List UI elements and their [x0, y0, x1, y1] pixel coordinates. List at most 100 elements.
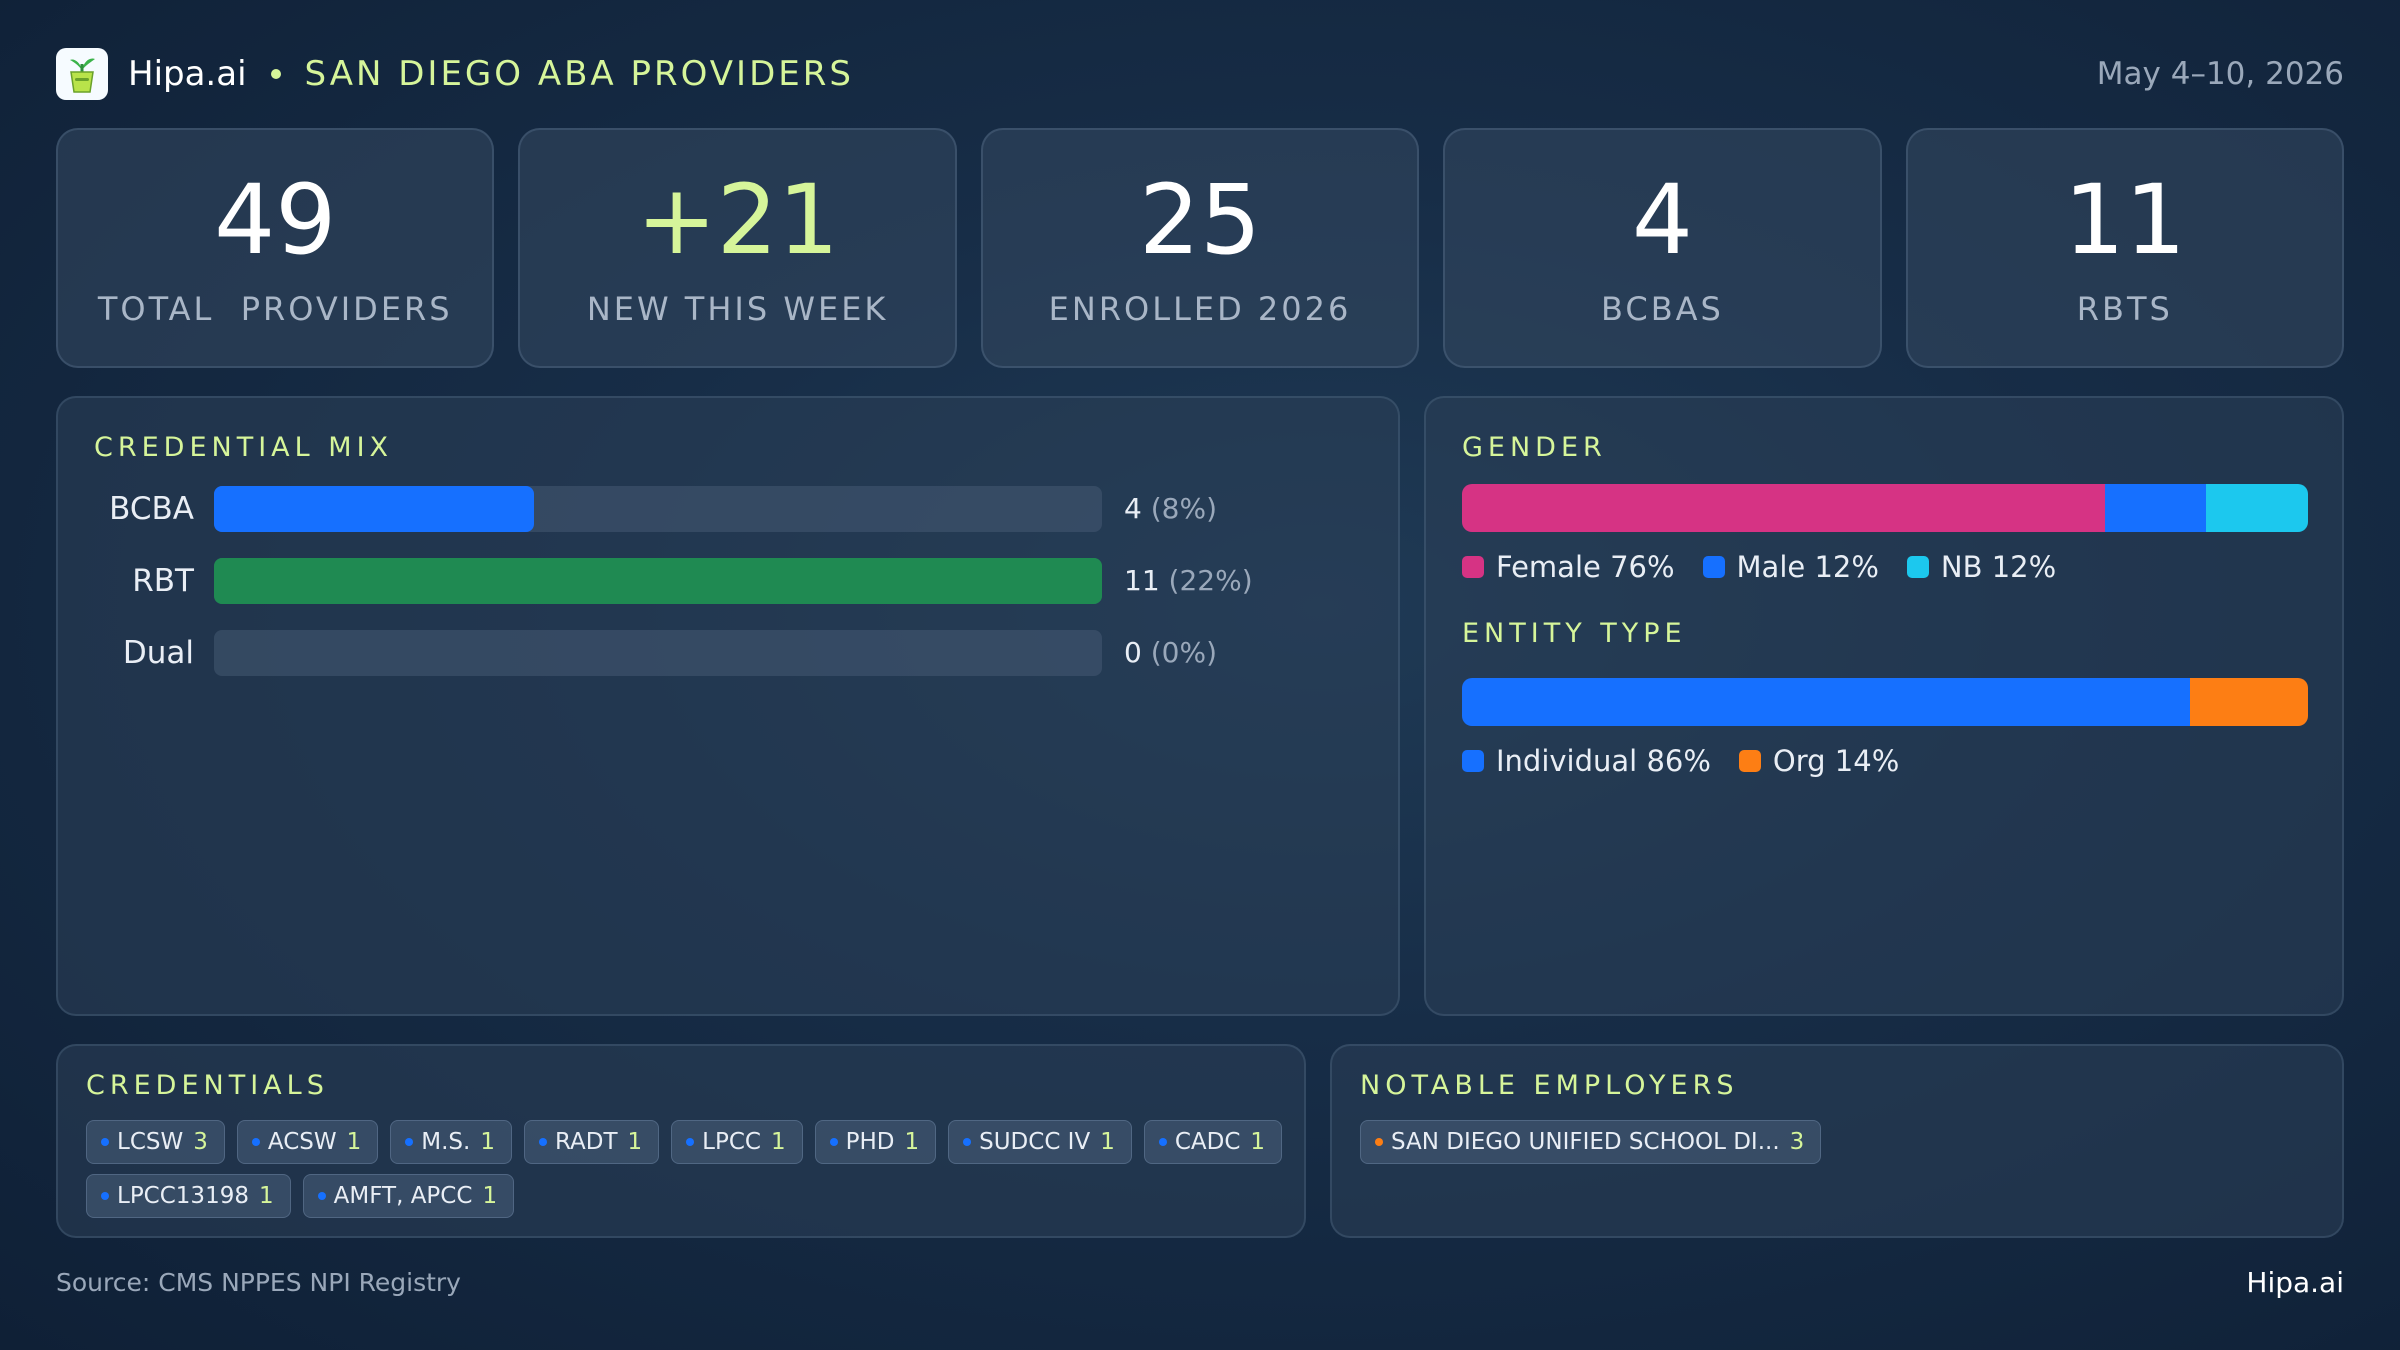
panel-title: CREDENTIAL MIX — [94, 432, 394, 463]
bar-segment — [2206, 484, 2308, 532]
chip-count: 1 — [258, 1183, 274, 1209]
credential-chips: LCSW 3 ACSW 1 M.S. 1 RADT 1 LPCC 1 PHD 1 SUDCC IV 1 CA… — [86, 1120, 1284, 1218]
bar-count: 0 — [1124, 636, 1142, 669]
credentials-panel: CREDENTIALS LCSW 3 ACSW 1 M.S. 1 RADT 1 LPCC 1 PHD… — [56, 1044, 1306, 1238]
bar-segment — [2189, 678, 2308, 726]
chip-label: LPCC13198 — [117, 1183, 249, 1209]
page-title: SAN DIEGO ABA PROVIDERS — [304, 54, 854, 94]
chip-count: 1 — [627, 1129, 643, 1155]
legend-label: NB 12% — [1940, 550, 2057, 584]
entity-stacked-bar — [1462, 678, 2308, 726]
chip-count: 1 — [480, 1129, 495, 1155]
chip-count: 1 — [1250, 1129, 1266, 1155]
stat-value: 25 — [1138, 164, 1262, 276]
chip: ACSW 1 — [236, 1120, 379, 1164]
chip-label: M.S. — [421, 1129, 471, 1155]
stat-label: BCBAS — [1600, 290, 1724, 328]
bar-track — [214, 558, 1102, 604]
stat-value: 4 — [1631, 164, 1693, 276]
stat-card-rbts: 11 RBTS — [1905, 128, 2345, 368]
bar-label: Dual — [122, 635, 194, 671]
legend-label: Org 14% — [1772, 744, 1900, 778]
stat-card-enrolled: 25 ENROLLED 2026 — [980, 128, 1420, 368]
chip-dot — [538, 1138, 547, 1146]
chip: CADC 1 — [1143, 1120, 1283, 1164]
bar-count: 4 — [1124, 492, 1142, 525]
employers-panel: NOTABLE EMPLOYERS SAN DIEGO UNIFIED SCHO… — [1330, 1044, 2344, 1238]
chip-label: ACSW — [267, 1129, 337, 1155]
chip-label: CADC — [1174, 1129, 1241, 1155]
chip-dot — [405, 1138, 414, 1146]
chip-dot — [251, 1138, 260, 1146]
chip-count: 1 — [904, 1129, 920, 1155]
chip-count: 1 — [482, 1183, 498, 1209]
chip-dot — [1375, 1138, 1383, 1146]
chip-label: SAN DIEGO UNIFIED SCHOOL DI... — [1391, 1129, 1780, 1155]
bar-label: RBT — [132, 563, 194, 599]
chip-dot — [317, 1192, 326, 1200]
stat-card-new-this-week: +21 NEW THIS WEEK — [518, 128, 957, 368]
brand-name: Hipa.ai — [128, 54, 247, 94]
chip-label: RADT — [554, 1129, 618, 1155]
bar-percent: (22%) — [1168, 564, 1253, 597]
bar-value: 4 (8%) — [1124, 484, 1217, 534]
chip-count: 1 — [1100, 1129, 1115, 1155]
stat-value: 49 — [214, 164, 337, 276]
chip: SUDCC IV 1 — [948, 1120, 1132, 1164]
stat-value: +21 — [636, 164, 839, 276]
bar-fill — [214, 558, 1102, 604]
bar-track — [214, 486, 1102, 532]
gender-stacked-bar — [1462, 484, 2308, 532]
chip: SAN DIEGO UNIFIED SCHOOL DI... 3 — [1360, 1120, 1822, 1164]
chip: LCSW 3 — [86, 1120, 225, 1164]
stat-card-total-providers: 49 TOTAL PROVIDERS — [56, 128, 495, 368]
date-range: May 4–10, 2026 — [2096, 56, 2344, 92]
header: Hipa.ai SAN DIEGO ABA PROVIDERS May 4–10… — [56, 46, 2344, 102]
bar-track — [214, 630, 1102, 676]
chip-dot — [101, 1138, 109, 1146]
stat-label: TOTAL PROVIDERS — [97, 290, 453, 328]
legend-item: Female 76% — [1462, 550, 1675, 584]
bar-label: BCBA — [109, 491, 194, 527]
stat-card-bcbas: 4 BCBAS — [1443, 128, 1882, 368]
stat-label: NEW THIS WEEK — [586, 290, 889, 328]
legend-item: Org 14% — [1738, 744, 1900, 778]
chip: RADT 1 — [523, 1120, 660, 1164]
panel-title: ENTITY TYPE — [1462, 618, 1687, 649]
credential-mix-panel: CREDENTIAL MIX BCBA 4 (8%) RBT 11 (22%) … — [56, 396, 1400, 1016]
footer-brand: Hipa.ai — [2246, 1266, 2344, 1299]
plant-cup-icon — [56, 48, 108, 100]
bar-fill — [214, 486, 534, 532]
chip: PHD 1 — [814, 1120, 937, 1164]
bar-value: 11 (22%) — [1124, 556, 1253, 606]
chip: M.S. 1 — [390, 1120, 512, 1164]
legend-label: Male 12% — [1736, 550, 1879, 584]
chip: LPCC 1 — [671, 1120, 803, 1164]
stat-label: RBTS — [2076, 290, 2173, 328]
legend-label: Female 76% — [1496, 550, 1675, 584]
legend-item: Male 12% — [1702, 550, 1879, 584]
stat-cards: 49 TOTAL PROVIDERS +21 NEW THIS WEEK 25 … — [56, 128, 2345, 368]
bar-percent: (8%) — [1150, 492, 1218, 525]
legend-swatch — [1906, 556, 1929, 578]
bar-segment — [2104, 484, 2207, 532]
employer-chips: SAN DIEGO UNIFIED SCHOOL DI... 3 — [1360, 1120, 2322, 1164]
chip-count: 3 — [1789, 1129, 1805, 1155]
stat-value: 11 — [2063, 164, 2186, 276]
chip-count: 3 — [193, 1129, 208, 1155]
panel-title: CREDENTIALS — [86, 1070, 329, 1101]
chip-label: AMFT, APCC — [333, 1183, 473, 1209]
bar-value: 0 (0%) — [1124, 628, 1217, 678]
legend-swatch — [1702, 556, 1725, 578]
chip-dot — [101, 1192, 109, 1200]
chip-label: LPCC — [702, 1129, 761, 1155]
chip-dot — [829, 1138, 838, 1146]
entity-legend: Individual 86% Org 14% — [1462, 744, 1927, 778]
legend-item: NB 12% — [1906, 550, 2057, 584]
bar-count: 11 — [1124, 564, 1160, 597]
gender-panel: GENDER Female 76% Male 12% NB 12% ENTITY T… — [1424, 396, 2344, 1016]
panel-title: NOTABLE EMPLOYERS — [1360, 1070, 1739, 1101]
bar-row-rbt: RBT 11 (22%) — [58, 556, 1398, 606]
chip-label: SUDCC IV — [979, 1129, 1091, 1155]
legend-swatch — [1738, 750, 1761, 772]
